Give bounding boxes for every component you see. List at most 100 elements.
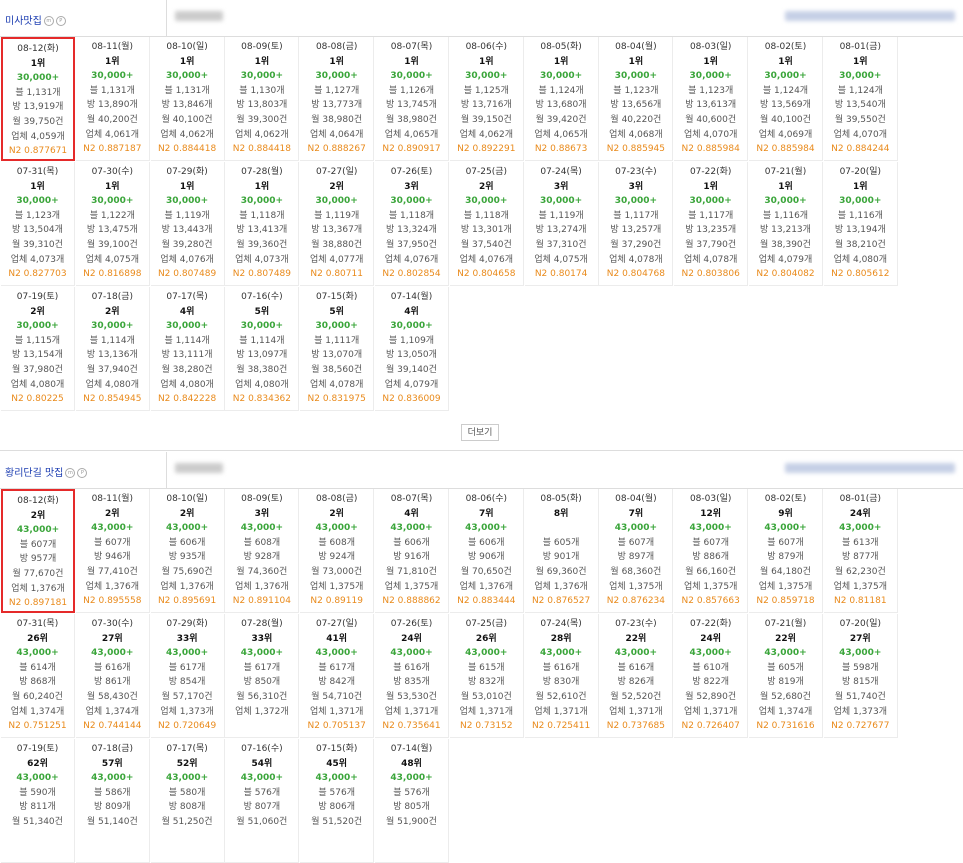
rank-cell: 08-12(화) 2위 43,000+ 블 607개 방 957개 월 77,670건 업체… xyxy=(1,489,75,613)
cell-n2: N2 0.726407 xyxy=(681,721,740,732)
cell-blog: 블 586개 xyxy=(93,787,131,798)
cell-date: 07-14(월) xyxy=(390,744,433,754)
cell-blog: 블 580개 xyxy=(168,787,206,798)
cell-count: 43,000+ xyxy=(390,523,433,534)
cell-count: 30,000+ xyxy=(315,321,358,332)
cell-bang: 방 13,097개 xyxy=(236,350,288,361)
cell-blog: 블 607개 xyxy=(19,539,57,550)
cell-count: 30,000+ xyxy=(240,321,284,332)
cell-month: 월 51,340건 xyxy=(12,816,63,827)
cell-count: 30,000+ xyxy=(240,196,284,207)
cell-blog: 블 617개 xyxy=(168,662,206,673)
cell-month: 월 52,890건 xyxy=(685,691,737,702)
blurred-text xyxy=(175,463,223,473)
cell-biz: 업체 4,065개 xyxy=(384,129,439,140)
cell-biz: 업체 4,068개 xyxy=(609,129,663,140)
cell-n2: N2 0.731616 xyxy=(756,721,815,732)
cell-biz: 업체 1,374개 xyxy=(10,706,65,717)
cell-biz: 업체 4,079개 xyxy=(384,379,439,390)
cell-bang: 방 13,846개 xyxy=(161,100,213,111)
cell-blog: 블 1,130개 xyxy=(239,85,285,96)
cell-month: 월 38,390건 xyxy=(760,239,811,250)
cell-blog: 블 1,123개 xyxy=(14,210,61,221)
cell-rank: 1위 xyxy=(30,181,45,192)
cell-month: 월 38,280건 xyxy=(161,364,213,375)
cell-bang: 방 13,213개 xyxy=(760,225,811,236)
cell-date: 07-19(토) xyxy=(16,292,59,302)
more-button[interactable]: 더보기 xyxy=(461,424,499,441)
cell-count: 30,000+ xyxy=(764,71,807,82)
cell-blog: 블 607개 xyxy=(93,537,131,548)
cell-date: 08-04(월) xyxy=(615,494,657,504)
cell-blog: 블 576개 xyxy=(393,787,430,798)
mobile-icon[interactable]: m xyxy=(65,468,76,478)
cell-rank: 8위 xyxy=(553,508,569,519)
cell-blog: 블 1,111개 xyxy=(314,335,360,346)
cell-month: 월 37,540건 xyxy=(460,239,512,250)
cell-count: 43,000+ xyxy=(91,523,134,534)
cell-biz: 업체 4,076개 xyxy=(384,254,439,265)
cell-bang: 방 861개 xyxy=(93,677,131,688)
cell-date: 08-02(토) xyxy=(764,42,807,52)
rank-cell: 07-14(월) 48위 43,000+ 블 576개 방 805개 월 51,900건 xyxy=(375,739,449,863)
cell-biz: 업체 1,375개 xyxy=(833,581,888,592)
cell-biz: 업체 1,371개 xyxy=(534,706,588,717)
cell-rank: 5위 xyxy=(329,306,344,317)
cell-count: 43,000+ xyxy=(91,773,134,784)
rank-cell: 07-26(토) 24위 43,000+ 블 616개 방 835개 월 53,530건 업… xyxy=(375,614,449,738)
cell-n2: N2 0.885984 xyxy=(681,144,740,155)
cell-rank: 45위 xyxy=(326,758,348,769)
keyword-link[interactable]: 미사맛집 m P xyxy=(5,12,66,27)
cell-rank: 1위 xyxy=(254,56,270,67)
cell-bang: 방 906개 xyxy=(467,552,505,563)
cell-bang: 방 809개 xyxy=(93,802,131,813)
cell-bang: 방 935개 xyxy=(168,552,206,563)
cell-count: 30,000+ xyxy=(839,71,882,82)
rank-cell: 07-20(일) 1위 30,000+ 블 1,116개 방 13,194개 월 38,2… xyxy=(823,162,898,286)
cell-n2: N2 0.88673 xyxy=(534,144,588,155)
divider xyxy=(0,450,963,451)
cell-blog: 블 1,118개 xyxy=(239,210,285,221)
cell-date: 07-22(화) xyxy=(689,619,732,629)
rank-cell: 07-28(월) 33위 43,000+ 블 617개 방 850개 월 56,310건 업… xyxy=(225,614,300,738)
cell-month: 월 40,200건 xyxy=(86,114,138,125)
cell-date: 07-16(수) xyxy=(241,292,283,302)
pc-icon[interactable]: P xyxy=(77,468,88,478)
cell-blog: 블 607개 xyxy=(617,537,655,548)
cell-rank: 1위 xyxy=(703,56,718,67)
cell-count: 43,000+ xyxy=(539,648,583,659)
cell-bang: 방 946개 xyxy=(93,552,131,563)
mobile-icon[interactable]: m xyxy=(43,16,54,26)
cell-blog: 블 1,109개 xyxy=(388,335,435,346)
rank-cell: 08-07(목) 4위 43,000+ 블 606개 방 916개 월 71,810건 업체… xyxy=(375,489,449,613)
cell-bang: 방 868개 xyxy=(19,677,56,688)
cell-date: 07-20(일) xyxy=(839,619,882,629)
cell-blog: 블 1,114개 xyxy=(89,335,135,346)
cell-blog: 블 1,119개 xyxy=(314,210,360,221)
cell-date: 08-03(일) xyxy=(689,42,732,52)
cell-blog: 블 1,131개 xyxy=(89,85,135,96)
rank-cell: 07-23(수) 3위 30,000+ 블 1,117개 방 13,257개 월 37,2… xyxy=(599,162,674,286)
rank-cell: 08-10(일) 1위 30,000+ 블 1,131개 방 13,846개 월 40,1… xyxy=(150,37,225,161)
cell-date: 08-12(화) xyxy=(17,44,59,54)
cell-rank: 2위 xyxy=(30,510,46,521)
cell-date: 07-27(일) xyxy=(315,167,358,177)
cell-n2: N2 0.80711 xyxy=(310,269,363,280)
cell-month: 월 40,600건 xyxy=(685,114,737,125)
rank-cell: 07-31(목) 26위 43,000+ 블 614개 방 868개 월 60,240건 업… xyxy=(1,614,75,738)
cell-month: 월 38,880건 xyxy=(311,239,363,250)
pc-icon[interactable]: P xyxy=(55,16,66,26)
cell-rank: 5위 xyxy=(254,306,270,317)
rank-cell: 07-15(화) 5위 30,000+ 블 1,111개 방 13,070개 월 38,5… xyxy=(300,287,375,411)
cell-month: 월 52,610건 xyxy=(535,691,587,702)
cell-blog: 블 613개 xyxy=(841,537,879,548)
cell-biz xyxy=(300,830,373,845)
cell-n2: N2 0.804082 xyxy=(756,269,815,280)
cell-n2: N2 0.885945 xyxy=(606,144,666,155)
keyword-link[interactable]: 황리단길 맛집 m P xyxy=(5,464,88,479)
cell-rank: 48위 xyxy=(401,758,422,769)
cell-month: 월 73,000건 xyxy=(311,566,363,577)
cell-date: 07-29(화) xyxy=(166,619,208,629)
cell-month: 월 39,310건 xyxy=(12,239,63,250)
cell-month: 월 64,180건 xyxy=(760,566,811,577)
